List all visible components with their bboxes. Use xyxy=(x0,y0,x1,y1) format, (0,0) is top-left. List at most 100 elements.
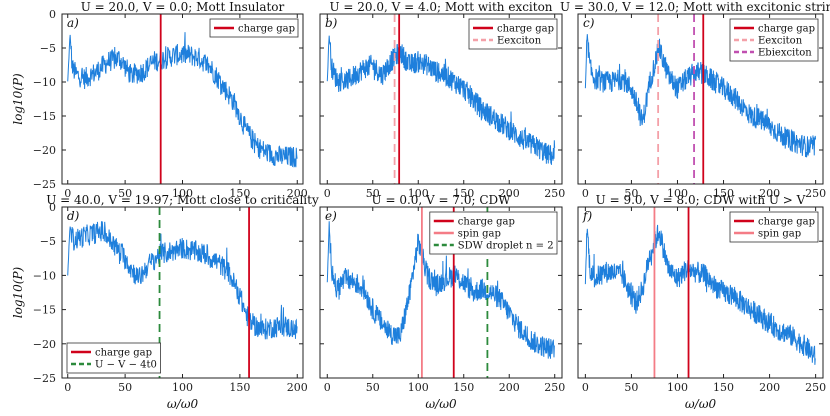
panel-letter: c) xyxy=(583,16,595,30)
legend-label: charge gap xyxy=(95,348,152,359)
panel-a: 0 50 100 150 200 0 −5 −10 −15 −20 −25 U = 20.0, V =… xyxy=(11,0,308,200)
legend-label: charge gap xyxy=(497,24,554,35)
x-tick-label: 0 xyxy=(324,187,331,200)
spectrum-line xyxy=(67,221,298,340)
y-tick-label: 0 xyxy=(49,8,56,21)
y-tick-label: −10 xyxy=(33,269,56,282)
panel-f: 0 50 100 150 200 250 U = 9.0, V = 8.0; CDW wit… xyxy=(577,193,826,411)
x-tick-label: 50 xyxy=(366,381,380,394)
legend-box xyxy=(468,18,558,50)
legend-label: U − V − 4t0 xyxy=(95,360,157,371)
x-tick-label: 200 xyxy=(759,187,780,200)
x-tick-label: 250 xyxy=(544,381,565,394)
x-tick-label: 0 xyxy=(64,187,71,200)
legend-box xyxy=(209,18,299,38)
axes-frame xyxy=(577,206,824,379)
legend-label: Eexciton xyxy=(758,36,803,47)
y-axis-label: log10(P) xyxy=(11,266,25,318)
y-tick-label: −20 xyxy=(33,144,56,157)
spectrum-line xyxy=(584,34,817,158)
legend-label: spin gap xyxy=(758,229,801,240)
x-tick-label: 200 xyxy=(759,381,780,394)
panel-letter: a) xyxy=(67,16,79,30)
x-tick-label: 0 xyxy=(64,381,71,394)
panel-letter: e) xyxy=(325,209,337,223)
x-tick-label: 200 xyxy=(499,381,520,394)
y-tick-label: −15 xyxy=(33,110,56,123)
legend-label: Eexciton xyxy=(497,36,542,47)
panel-letter: b) xyxy=(325,16,338,30)
panel-title: U = 0.0, V = 7.0; CDW xyxy=(372,193,512,207)
x-tick-label: 50 xyxy=(118,381,132,394)
y-axis-label: log10(P) xyxy=(11,73,25,125)
y-tick-label: −5 xyxy=(40,235,56,248)
panel-letter: f) xyxy=(582,209,592,223)
x-tick-label: 100 xyxy=(172,187,193,200)
x-tick-label: 250 xyxy=(805,187,826,200)
panel-b: 0 50 100 150 200 250 U = 20.0, V = 4.0; Mott w… xyxy=(319,0,565,200)
x-tick-label: 100 xyxy=(172,381,193,394)
panel-c: 0 50 100 150 200 250 U = 30.0, V = 12.0; Mott … xyxy=(560,0,830,200)
legend-label: SDW droplet n = 2 xyxy=(458,241,554,252)
y-tick-label: −20 xyxy=(33,338,56,351)
y-tick-label: −5 xyxy=(40,42,56,55)
x-axis-label: ω/ω0 xyxy=(167,397,199,411)
x-tick-label: 100 xyxy=(667,187,688,200)
x-tick-label: 50 xyxy=(366,187,380,200)
x-tick-label: 150 xyxy=(453,381,474,394)
legend: charge gap xyxy=(209,18,299,38)
legend-box xyxy=(729,211,819,243)
spectrum-line xyxy=(584,224,816,365)
x-tick-label: 100 xyxy=(408,187,429,200)
x-axis-label: ω/ω0 xyxy=(425,397,457,411)
x-tick-label: 0 xyxy=(582,187,589,200)
x-tick-label: 100 xyxy=(408,381,429,394)
x-tick-label: 150 xyxy=(713,381,734,394)
x-tick-label: 250 xyxy=(544,187,565,200)
x-tick-label: 200 xyxy=(287,381,308,394)
x-tick-label: 200 xyxy=(499,187,520,200)
x-tick-label: 150 xyxy=(229,187,250,200)
legend-label: charge gap xyxy=(458,217,515,228)
panel-d: 0 50 100 150 200 0 −5 −10 −15 −20 −25 U = 40.0, V =… xyxy=(11,193,319,411)
panel-title: U = 30.0, V = 12.0; Mott with excitonic … xyxy=(560,0,830,14)
y-tick-label: −15 xyxy=(33,304,56,317)
panel-title: U = 9.0, V = 8.0; CDW with U > V xyxy=(596,193,806,207)
x-tick-label: 200 xyxy=(287,187,308,200)
y-tick-label: 0 xyxy=(49,201,56,214)
x-axis-label: ω/ω0 xyxy=(685,397,717,411)
panel-e: 0 50 100 150 200 250 U = 0.0, V = 7.0; CDW e) ch… xyxy=(319,193,565,411)
x-tick-label: 250 xyxy=(805,381,826,394)
axes-frame xyxy=(319,206,563,379)
panel-title: U = 20.0, V = 4.0; Mott with exciton xyxy=(329,0,552,14)
x-tick-label: 150 xyxy=(453,187,474,200)
spectrum-line xyxy=(326,35,556,165)
legend-label: Ebiexciton xyxy=(758,48,812,59)
legend-label: charge gap xyxy=(758,24,815,35)
legend-box xyxy=(66,342,161,374)
x-tick-label: 50 xyxy=(118,187,132,200)
y-tick-label: −25 xyxy=(33,372,56,385)
y-tick-label: −10 xyxy=(33,76,56,89)
x-tick-label: 0 xyxy=(324,381,331,394)
x-tick-label: 50 xyxy=(624,381,638,394)
x-tick-label: 150 xyxy=(713,187,734,200)
legend-label: spin gap xyxy=(458,229,501,240)
axes-frame xyxy=(319,13,563,185)
panel-letter: d) xyxy=(67,209,80,223)
x-tick-label: 100 xyxy=(667,381,688,394)
legend-label: charge gap xyxy=(238,24,295,35)
x-tick-label: 150 xyxy=(229,381,250,394)
panel-title: U = 20.0, V = 0.0; Mott Insulator xyxy=(81,0,285,14)
x-tick-label: 50 xyxy=(624,187,638,200)
y-tick-label: −25 xyxy=(33,178,56,191)
spectrum-line xyxy=(326,221,556,359)
spectrum-line xyxy=(67,32,298,168)
x-tick-label: 0 xyxy=(582,381,589,394)
